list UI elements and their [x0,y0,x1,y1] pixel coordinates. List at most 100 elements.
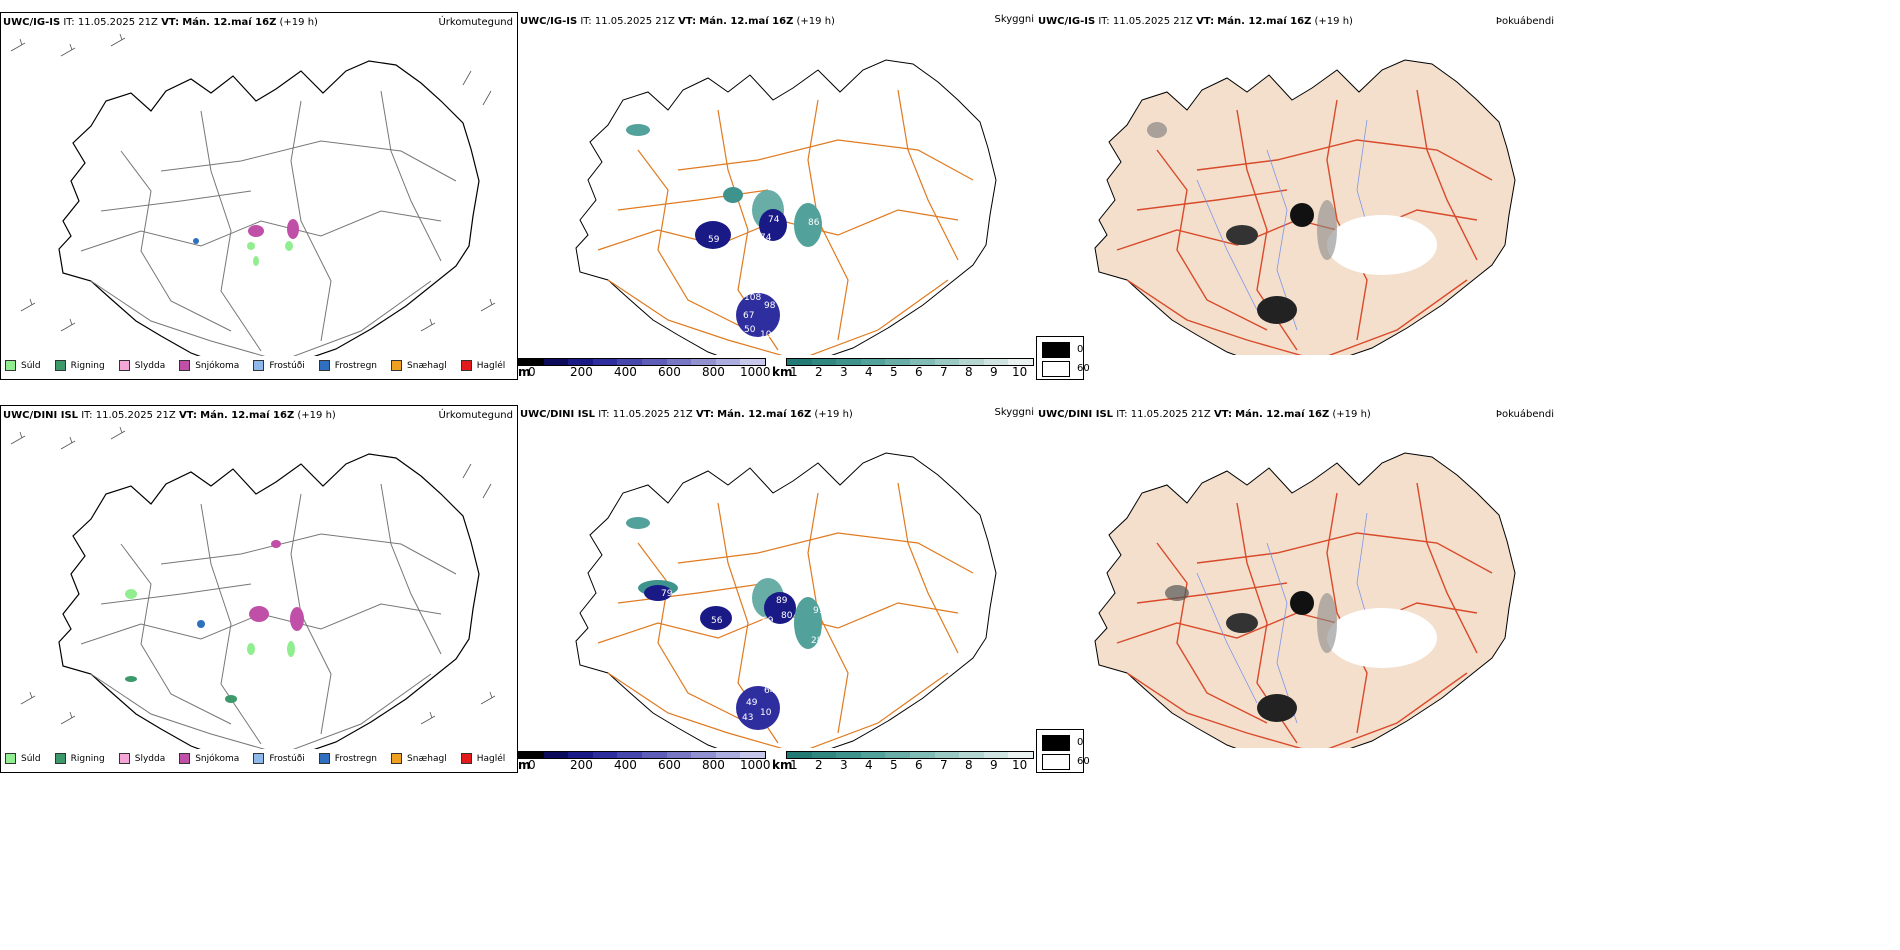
ceiling-label: 86 [808,218,820,228]
ceiling-unit: m [518,365,531,379]
ceiling-label: 66 [744,678,756,688]
legend-swatch [54,753,66,764]
ceiling-labels: 89 79 56 69 80 91 28 66 64 49 43 10 [661,589,824,723]
tick-label: 6 [915,758,923,772]
legend-item: Snæhagl [391,753,447,764]
vt-label: VT: [1213,409,1232,420]
tick-label: 800 [702,365,725,379]
fog-swatch-black [1042,342,1070,358]
panel-title: Þokuábendi [1495,409,1554,420]
legend-item: Haglél [460,753,506,764]
legend-label: Slydda [134,360,166,371]
tick-label: 2 [815,758,823,772]
legend-item: Frostregn [318,360,377,371]
legend-label: Snæhagl [407,360,447,371]
legend-item: Frostúði [253,753,305,764]
model-name: UWC/DINI ISL [520,409,596,420]
vt-label: VT: [695,409,714,420]
it-label: IT: [1098,16,1110,27]
tick-label: 4 [865,758,873,772]
tick-label: 1 [790,365,798,379]
model-name: UWC/IG-IS [3,17,61,28]
model-name: UWC/IG-IS [1038,16,1096,27]
legend-item: Haglél [460,360,506,371]
iceland-precip-map [10,33,496,356]
ceiling-labels: 59 74 74 86 35 108 98 67 50 10 [708,215,820,340]
legend-label: Haglél [476,753,506,764]
valid-time: Mán. 12.maí 16Z [1235,409,1330,420]
fog-swatch-white [1042,361,1070,377]
tick-label: 7 [940,758,948,772]
lead-time: (+19 h) [297,410,336,421]
legend-label: Súld [21,360,41,371]
legend-swatch [179,753,191,764]
legend-item: Snæhagl [391,360,447,371]
vt-label: VT: [678,16,697,27]
ceiling-label: 74 [768,215,780,225]
model-name: UWC/DINI ISL [3,410,79,421]
precip-legend: Súld Rigning Slydda Snjókoma Frostúði Fr… [5,360,505,371]
legend-swatch [318,753,330,764]
ceiling-ticks: m 0 200 400 600 800 1000 [518,758,778,772]
tick-label: 6 [915,365,923,379]
panel-title: Úrkomutegund [438,410,513,421]
ceiling-visibility-panel-1: UWC/IG-IS IT: 11.05.2025 21Z VT: Mán. 12… [518,12,1036,380]
tick-label: 0 [528,758,536,772]
valid-time: Mán. 12.maí 16Z [182,17,277,28]
fog-legend-label: 0 [1077,737,1084,748]
legend-label: Slydda [134,753,166,764]
fog-legend-label: 0 [1077,344,1084,355]
ceiling-label: 59 [708,235,720,245]
fog-index-panel-2: UWC/DINI ISL IT: 11.05.2025 21Z VT: Mán.… [1036,405,1556,773]
tick-label: 10 [1012,365,1028,379]
ceiling-unit: m [518,758,531,772]
fog-swatch-black [1042,735,1070,751]
legend-label: Súld [21,753,41,764]
it-label: IT: [598,409,610,420]
lead-time: (+19 h) [814,409,853,420]
legend-label: Frostregn [334,753,378,764]
tick-label: 8 [965,365,973,379]
ceiling-visibility-panel-2: UWC/DINI ISL IT: 11.05.2025 21Z VT: Mán.… [518,405,1036,773]
legend-swatch [318,360,330,371]
iceland-fog-map [1094,452,1516,748]
legend-label: Frostúði [269,360,305,371]
issue-time: 11.05.2025 21Z [1130,409,1211,420]
fog-legend: 0 60 [1036,729,1090,773]
tick-label: 1000 [740,758,771,772]
legend-swatch [179,360,191,371]
ceiling-areas [695,209,787,337]
fog-legend: 0 60 [1036,336,1090,380]
tick-label: 3 [840,365,848,379]
lead-time: (+19 h) [1314,16,1353,27]
legend-swatch [118,360,130,371]
ceiling-label: 35 [808,263,819,273]
legend-label: Haglél [476,360,506,371]
iceland-precip-map [10,426,496,749]
ceiling-label: 69 [762,616,774,626]
precip-areas [125,540,304,703]
fog-swatch-white [1042,754,1070,770]
visibility-ticks: km 1 2 3 4 5 6 7 8 9 10 [772,758,1036,772]
ceiling-label: 10 [760,708,772,718]
lead-time: (+19 h) [279,17,318,28]
legend-item: Súld [5,753,41,764]
vt-label: VT: [178,410,197,421]
ceiling-label: 91 [813,606,824,616]
visibility-colorbar [786,358,1034,366]
panel-header: UWC/IG-IS IT: 11.05.2025 21Z VT: Mán. 12… [520,16,835,27]
precip-areas [193,219,299,266]
panel-title: Þokuábendi [1495,16,1554,27]
ceiling-label: 64 [764,686,776,696]
tick-label: 400 [614,758,637,772]
legend-label: Frostúði [269,753,305,764]
issue-time: 11.05.2025 21Z [1112,16,1193,27]
ceiling-label: 80 [781,611,793,621]
model-name: UWC/IG-IS [520,16,578,27]
tick-label: 200 [570,365,593,379]
ceiling-label: 98 [764,301,776,311]
panel-header: UWC/DINI ISL IT: 11.05.2025 21Z VT: Mán.… [1038,409,1371,420]
precip-type-panel-1: UWC/IG-IS IT: 11.05.2025 21Z VT: Mán. 12… [0,12,518,380]
panel-title: Úrkomutegund [438,17,513,28]
legend-swatch [5,753,16,764]
